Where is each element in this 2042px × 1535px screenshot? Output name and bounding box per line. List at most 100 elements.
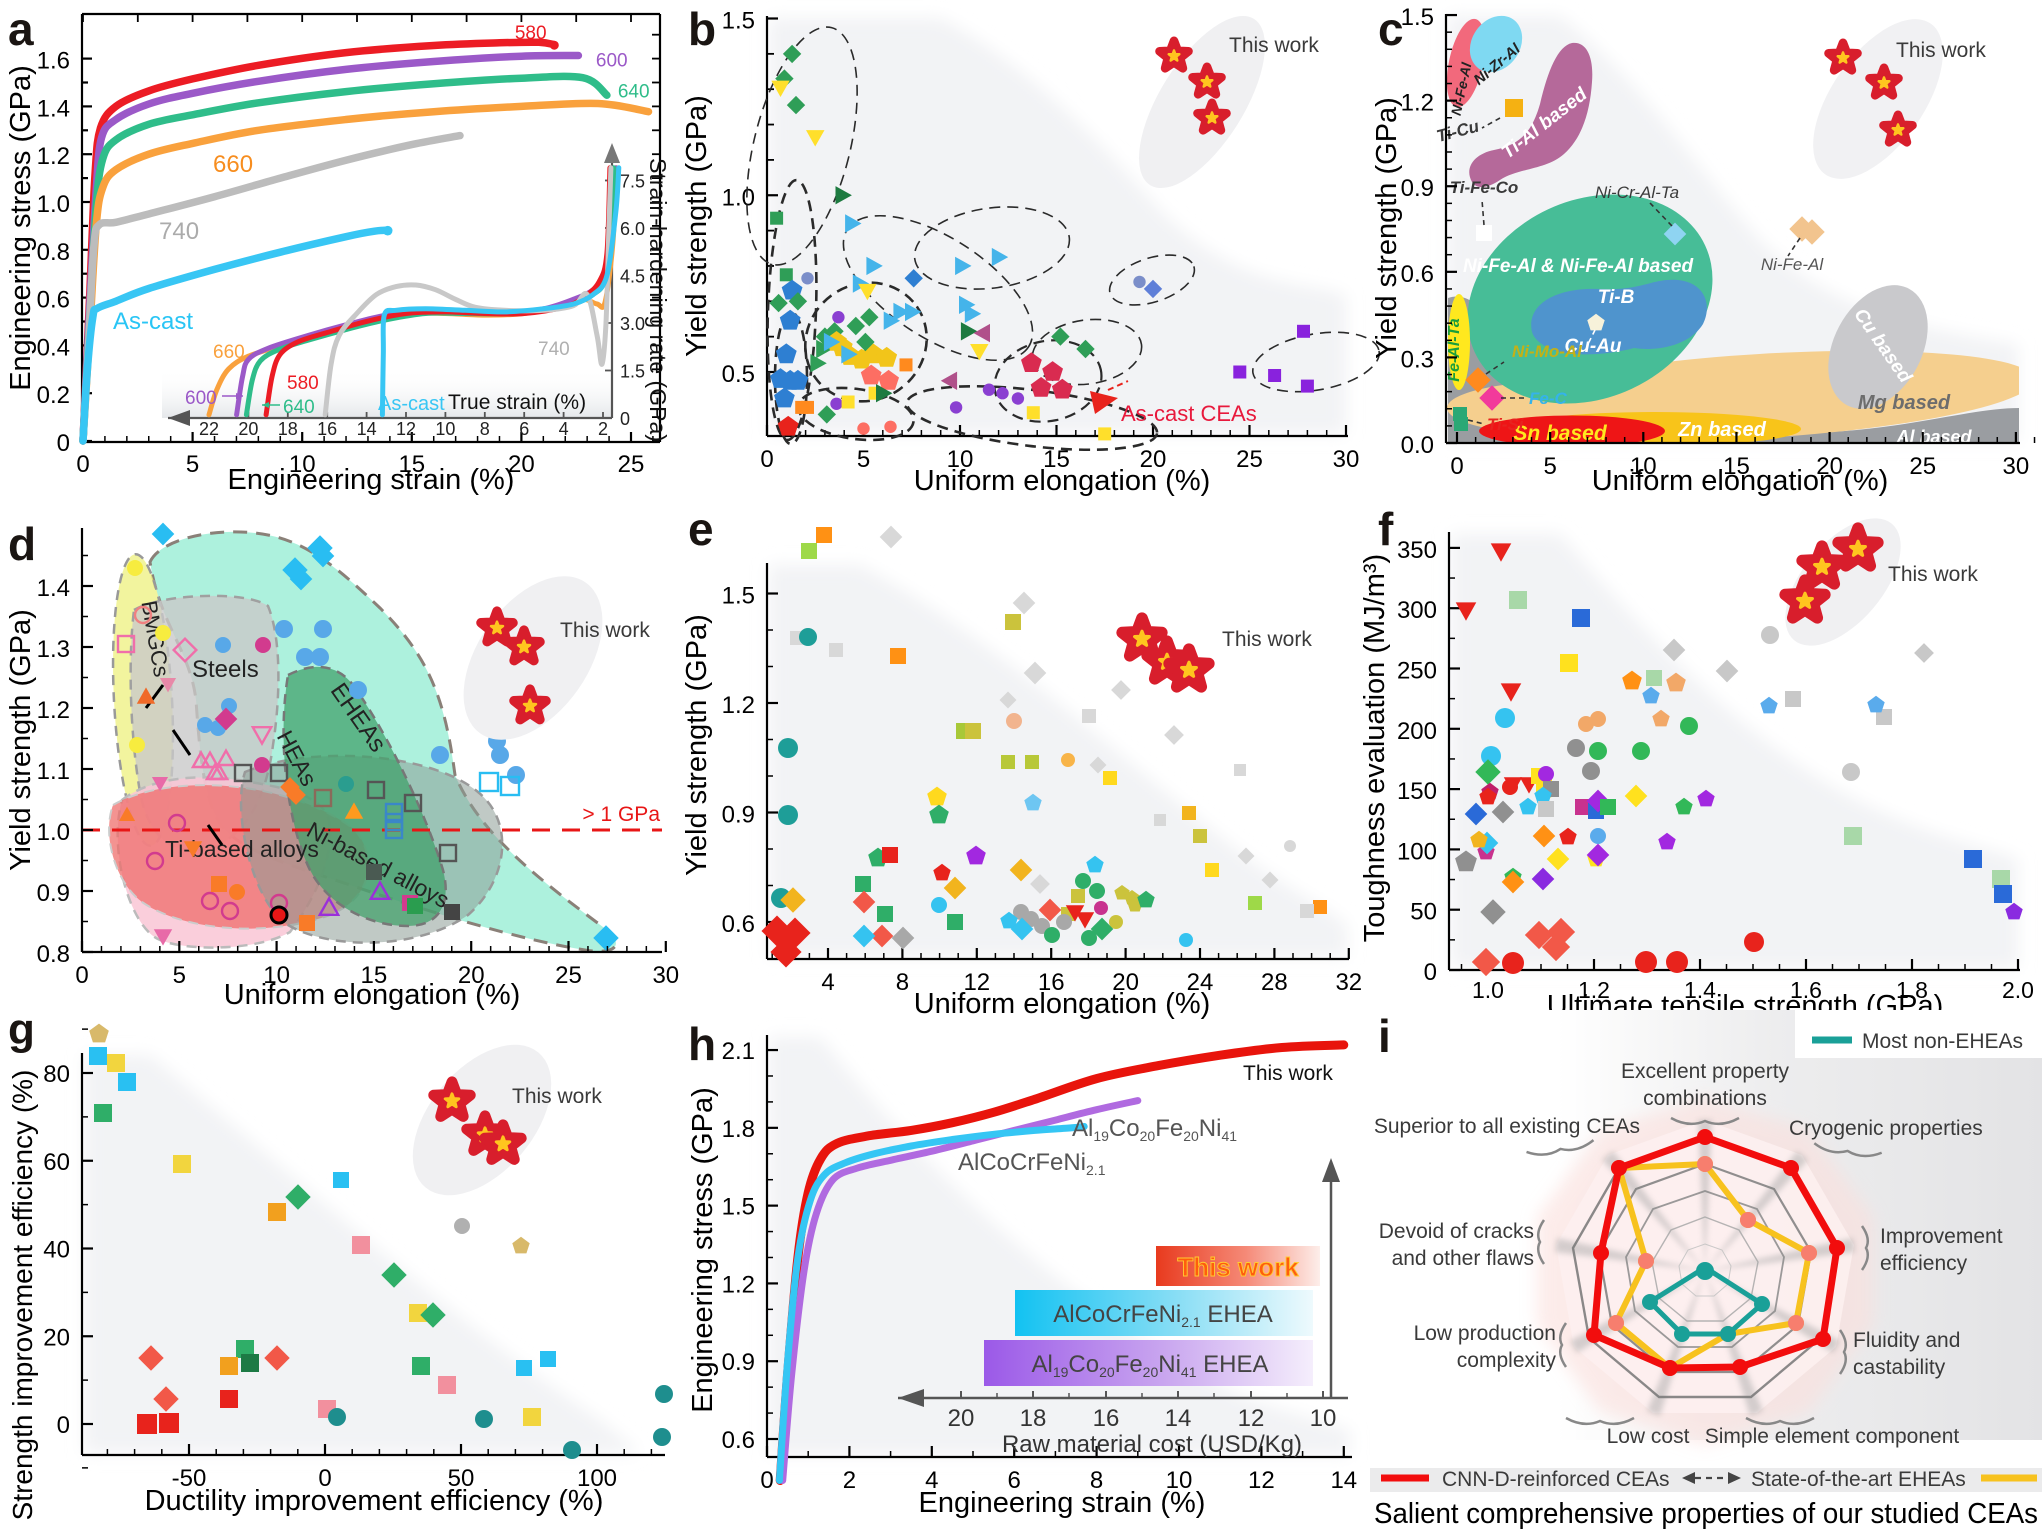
svg-text:Fe-C: Fe-C xyxy=(1529,389,1568,408)
svg-text:8: 8 xyxy=(480,419,490,439)
svg-text:350: 350 xyxy=(1397,537,1437,564)
svg-text:-50: -50 xyxy=(172,1465,207,1492)
svg-text:100: 100 xyxy=(577,1465,617,1492)
svg-text:4: 4 xyxy=(559,419,569,439)
svg-text:1.0: 1.0 xyxy=(37,191,70,218)
svg-text:2: 2 xyxy=(598,419,608,439)
svg-text:State-of-the-art EHEAs: State-of-the-art EHEAs xyxy=(1751,1468,1966,1491)
svg-text:100: 100 xyxy=(1397,838,1437,865)
svg-text:150: 150 xyxy=(1397,778,1437,805)
svg-text:10: 10 xyxy=(1630,453,1657,480)
svg-text:> 1 GPa: > 1 GPa xyxy=(582,803,660,826)
svg-text:250: 250 xyxy=(1397,658,1437,685)
svg-text:Salient comprehensive properti: Salient comprehensive properties of our … xyxy=(1374,1498,2038,1530)
svg-text:1.2: 1.2 xyxy=(722,1271,755,1298)
svg-text:Ni-Cr-Al-Ta: Ni-Cr-Al-Ta xyxy=(1595,183,1679,202)
svg-text:4: 4 xyxy=(925,1467,938,1494)
svg-text:10: 10 xyxy=(1166,1467,1193,1494)
svg-text:Strength improvement efficienc: Strength improvement efficiency (%) xyxy=(7,1070,38,1521)
svg-text:30: 30 xyxy=(2003,453,2030,480)
svg-text:h: h xyxy=(688,1018,716,1070)
svg-text:As-cast: As-cast xyxy=(113,308,193,335)
svg-text:Ti-based alloys: Ti-based alloys xyxy=(165,836,319,862)
svg-text:As-cast CEAs: As-cast CEAs xyxy=(1121,401,1257,426)
svg-text:15: 15 xyxy=(398,451,425,478)
svg-text:Superior to all existing CEAs: Superior to all existing CEAs xyxy=(1374,1115,1640,1138)
svg-text:i: i xyxy=(1378,1010,1391,1062)
svg-text:d: d xyxy=(8,518,36,570)
svg-text:1.2: 1.2 xyxy=(37,697,70,724)
svg-text:16: 16 xyxy=(1093,1405,1120,1432)
svg-text:This work: This work xyxy=(1229,34,1319,57)
svg-text:This work: This work xyxy=(1243,1062,1333,1085)
svg-text:Uniform elongation (%): Uniform elongation (%) xyxy=(224,979,521,1011)
svg-text:This work: This work xyxy=(1222,628,1312,651)
svg-text:12: 12 xyxy=(963,969,990,996)
svg-text:f: f xyxy=(1378,503,1394,555)
svg-text:Steels: Steels xyxy=(192,656,259,683)
svg-text:60: 60 xyxy=(43,1149,70,1176)
svg-text:50: 50 xyxy=(1410,899,1437,926)
svg-text:0: 0 xyxy=(75,962,88,989)
svg-text:18: 18 xyxy=(278,419,298,439)
svg-text:20: 20 xyxy=(1816,453,1843,480)
svg-text:Excellent property: Excellent property xyxy=(1621,1060,1790,1083)
svg-text:Uniform elongation (%): Uniform elongation (%) xyxy=(914,465,1211,497)
svg-text:30: 30 xyxy=(652,962,679,989)
svg-text:640: 640 xyxy=(618,82,650,103)
svg-text:50: 50 xyxy=(448,1465,475,1492)
svg-text:Raw material cost (USD/Kg): Raw material cost (USD/Kg) xyxy=(1002,1431,1302,1458)
svg-text:20: 20 xyxy=(238,419,258,439)
svg-text:200: 200 xyxy=(1397,718,1437,745)
svg-text:As-cast: As-cast xyxy=(378,393,445,415)
svg-text:and other flaws: and other flaws xyxy=(1392,1247,1534,1270)
svg-text:Yield strength (GPa): Yield strength (GPa) xyxy=(1371,97,1403,359)
svg-text:1.5: 1.5 xyxy=(722,8,755,35)
svg-text:2: 2 xyxy=(843,1467,856,1494)
svg-text:0.8: 0.8 xyxy=(37,941,70,968)
svg-text:Fe-Al-Ta: Fe-Al-Ta xyxy=(1446,318,1463,382)
svg-text:Yield strength (GPa): Yield strength (GPa) xyxy=(681,95,713,357)
svg-text:Cryogenic properties: Cryogenic properties xyxy=(1789,1117,1983,1140)
svg-text:2.1: 2.1 xyxy=(722,1038,755,1065)
svg-text:10: 10 xyxy=(1310,1405,1337,1432)
svg-text:Uniform elongation (%): Uniform elongation (%) xyxy=(1592,465,1889,497)
svg-text:Most non-EHEAs: Most non-EHEAs xyxy=(1862,1030,2023,1053)
svg-text:0: 0 xyxy=(318,1465,331,1492)
svg-text:18: 18 xyxy=(1020,1405,1047,1432)
svg-text:This work: This work xyxy=(1888,563,1978,586)
svg-text:580: 580 xyxy=(287,373,319,394)
svg-text:combinations: combinations xyxy=(1643,1087,1767,1110)
svg-text:12: 12 xyxy=(1248,1467,1275,1494)
svg-text:Ti-Fe-Co: Ti-Fe-Co xyxy=(1450,178,1519,197)
svg-text:0: 0 xyxy=(760,446,773,473)
svg-text:1.4: 1.4 xyxy=(37,575,70,602)
svg-text:Engineering strain (%): Engineering strain (%) xyxy=(228,464,515,496)
svg-text:12: 12 xyxy=(1238,1405,1265,1432)
svg-text:1.5: 1.5 xyxy=(722,1194,755,1221)
svg-text:c: c xyxy=(1378,3,1404,55)
svg-text:20: 20 xyxy=(458,962,485,989)
svg-text:40: 40 xyxy=(43,1237,70,1264)
svg-text:Al19​Co20​Fe20​Ni41​: Al19​Co20​Fe20​Ni41​ xyxy=(1072,1115,1237,1144)
svg-text:600: 600 xyxy=(596,51,628,72)
svg-text:g: g xyxy=(8,1005,35,1054)
svg-text:1.3: 1.3 xyxy=(37,636,70,663)
svg-text:1.6: 1.6 xyxy=(37,48,70,75)
svg-text:25: 25 xyxy=(1236,446,1263,473)
svg-text:Fluidity and: Fluidity and xyxy=(1853,1329,1960,1352)
svg-text:10: 10 xyxy=(435,419,455,439)
svg-text:10: 10 xyxy=(947,446,974,473)
svg-text:0: 0 xyxy=(57,430,70,457)
svg-text:0.8: 0.8 xyxy=(37,239,70,266)
svg-text:660: 660 xyxy=(213,342,245,363)
svg-text:20: 20 xyxy=(1140,446,1167,473)
svg-text:1.0: 1.0 xyxy=(722,184,755,211)
svg-text:8: 8 xyxy=(1090,1467,1103,1494)
svg-text:80: 80 xyxy=(43,1061,70,1088)
svg-text:Simple element component: Simple element component xyxy=(1705,1425,1960,1448)
svg-text:16: 16 xyxy=(1038,969,1065,996)
svg-text:Ti-Si: Ti-Si xyxy=(1487,415,1525,434)
svg-text:25: 25 xyxy=(555,962,582,989)
svg-text:4: 4 xyxy=(821,969,834,996)
